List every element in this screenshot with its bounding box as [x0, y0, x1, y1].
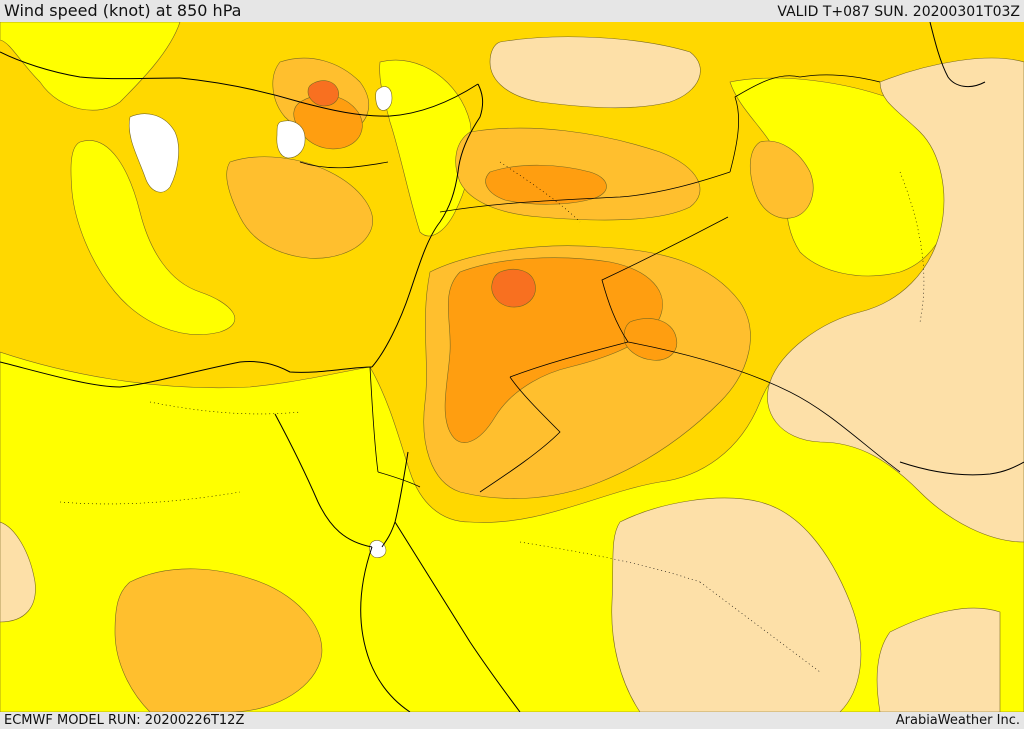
wind-band-tan-southeast — [876, 607, 1001, 712]
wind-band-light-orange-turkey — [226, 156, 373, 259]
coastline-red-sea-west — [360, 546, 411, 712]
map-footer: ECMWF MODEL RUN: 20200226T12Z ArabiaWeat… — [0, 712, 1024, 729]
coastlines — [0, 22, 1024, 712]
wind-band-yellow-central — [70, 140, 235, 335]
admin-boundary-saudi-east — [699, 581, 821, 673]
border-egypt-israel — [377, 471, 421, 488]
border-syria-iraq — [601, 216, 729, 343]
wind-band-tan-north — [489, 36, 701, 109]
admin-boundaries — [59, 161, 925, 673]
country-borders — [299, 74, 901, 493]
coastline-gulf-aqaba — [381, 451, 409, 548]
wind-band-orange-cyprus — [293, 94, 363, 150]
calm-pocket-gulf — [369, 540, 387, 558]
wind-band-tan-east — [767, 57, 1024, 543]
wind-band-dark-orange-north — [307, 80, 339, 107]
border-saudi-iraq — [627, 341, 901, 473]
wind-band-tan-southcenter — [611, 497, 862, 712]
coastline-levant — [371, 83, 484, 368]
coastline-red-sea-east — [394, 521, 521, 712]
credit: ArabiaWeather Inc. — [895, 713, 1020, 728]
coastline-anatolia — [179, 77, 479, 117]
border-jordan-iraq — [509, 341, 629, 378]
map-header: Wind speed (knot) at 850 hPa VALID T+087… — [0, 0, 1024, 22]
coastline-gulf-suez — [274, 413, 373, 548]
wind-speed-map — [0, 22, 1024, 712]
coastline-aegean — [0, 51, 181, 80]
map-title: Wind speed (knot) at 850 hPa — [4, 1, 242, 20]
coastline-caspian — [929, 22, 986, 88]
border-syria-turkey — [439, 171, 731, 213]
model-run: ECMWF MODEL RUN: 20200226T12Z — [4, 713, 245, 728]
border-iraq-iran — [729, 75, 801, 173]
calm-pocket-aegean — [128, 113, 179, 193]
valid-time: VALID T+087 SUN. 20200301T03Z — [777, 4, 1020, 20]
wind-band-yellow-levant — [379, 59, 473, 237]
border-egypt-sudan — [369, 366, 379, 473]
border-jordan-saudi — [479, 376, 561, 493]
border-cyprus — [299, 161, 389, 169]
wind-band-dark-orange-jordan — [491, 269, 536, 308]
wind-band-light-orange-egypt — [114, 568, 323, 712]
calm-pocket-north — [375, 86, 393, 111]
coastline-mediterranean-south — [0, 361, 373, 388]
wind-band-tan-west — [0, 521, 36, 623]
border-turkey-iran — [799, 74, 881, 83]
wind-band-light-orange-mesopotamia — [750, 140, 814, 219]
wind-band-orange-jordan — [444, 257, 663, 443]
calm-pocket-cyprus — [276, 120, 306, 159]
wind-band-yellow-north — [0, 22, 181, 111]
coastline-persian-gulf — [899, 461, 1024, 476]
